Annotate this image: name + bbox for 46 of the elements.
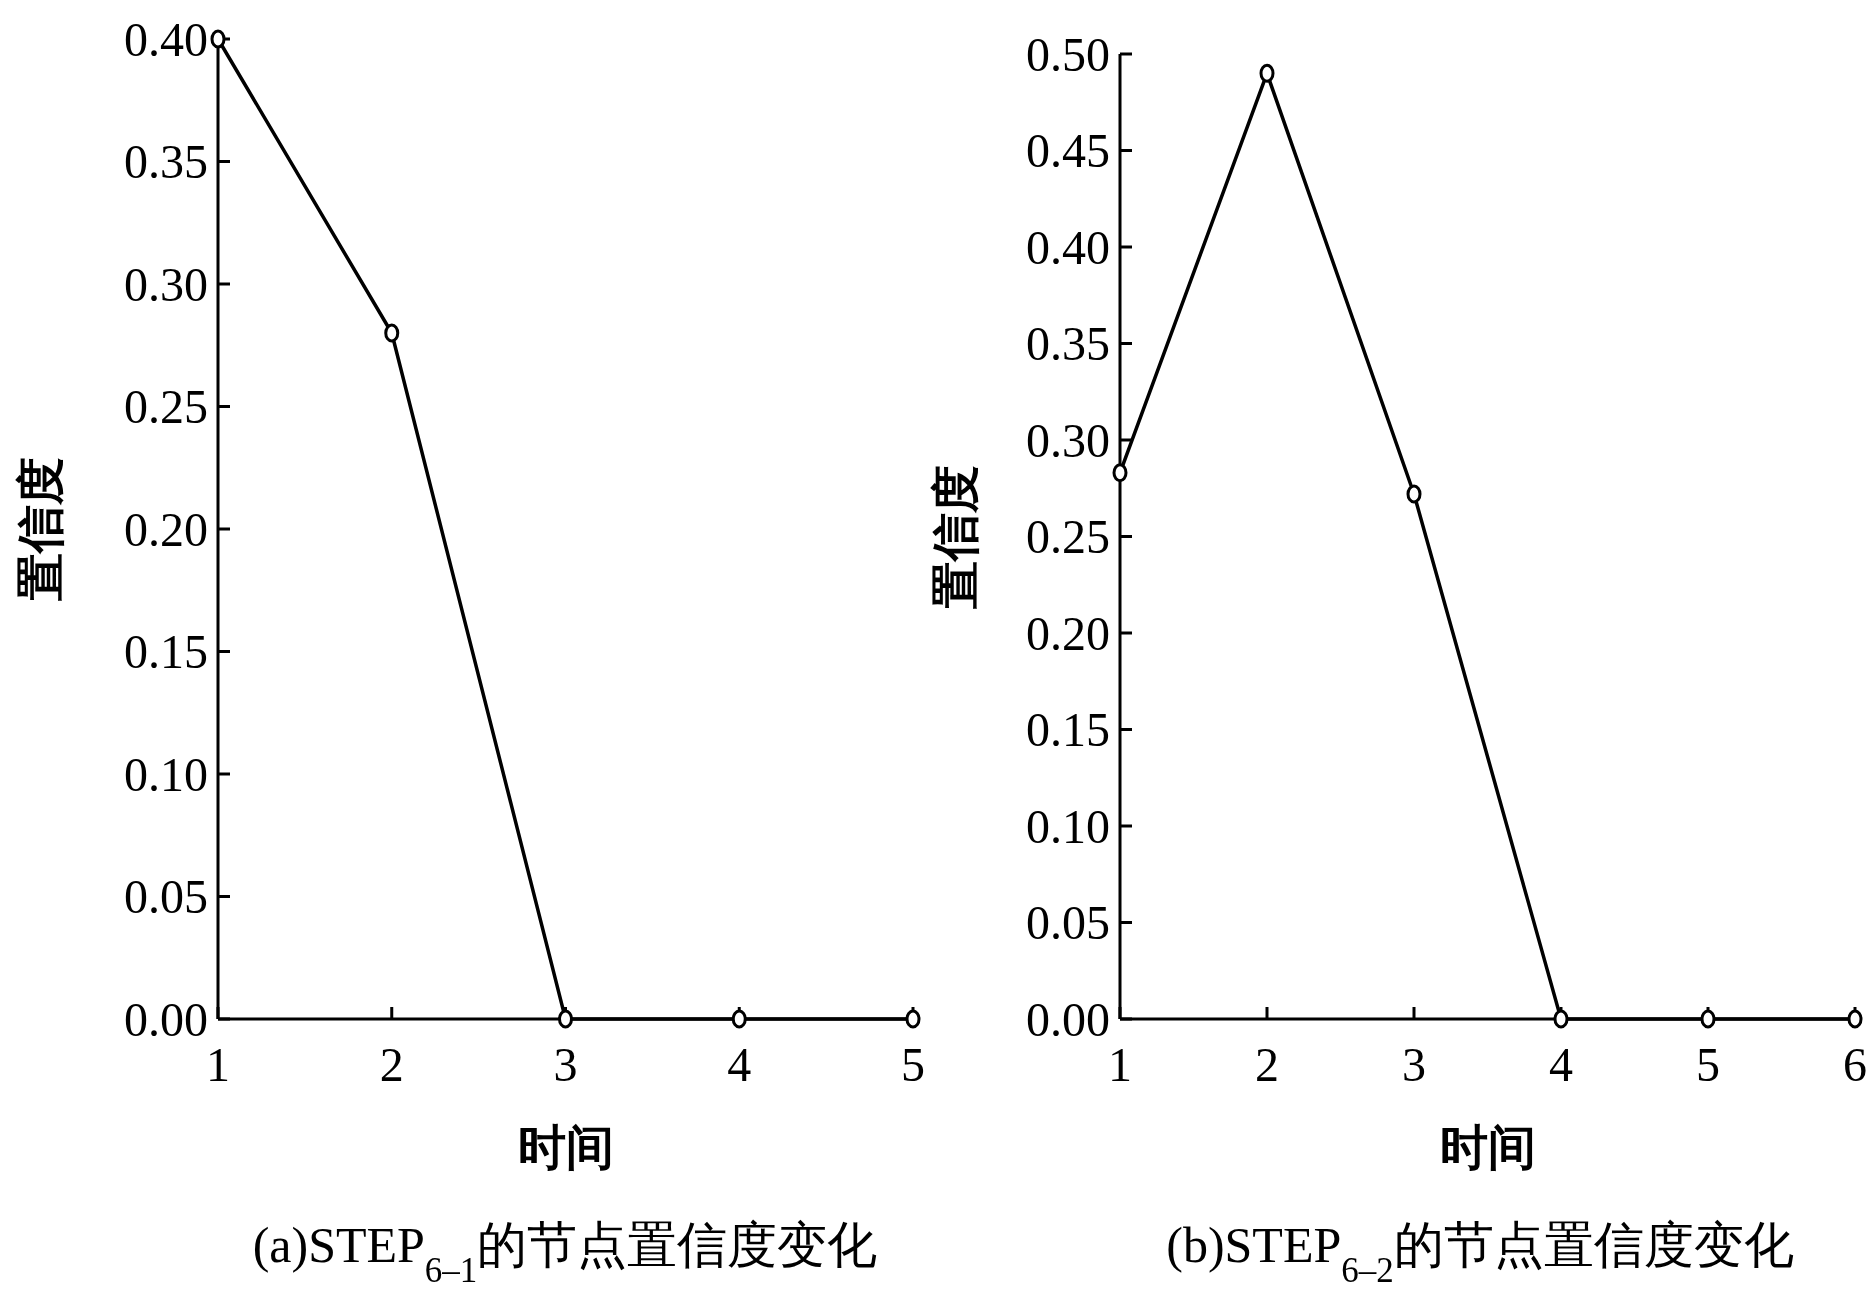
x-tick-label: 3 xyxy=(553,1038,578,1091)
y-tick-label: 0.20 xyxy=(124,502,208,556)
y-tick-label: 0.45 xyxy=(1026,124,1110,177)
text: (b)STEP$_{6–2}$的节点置信度变化 xyxy=(1166,1217,1794,1290)
y-axis-title: 置信度 xyxy=(13,457,67,601)
y-tick-label: 0.00 xyxy=(124,992,208,1046)
y-tick-label: 0.25 xyxy=(1026,510,1110,563)
y-tick-label: 0.05 xyxy=(1026,896,1110,949)
y-tick-label: 0.30 xyxy=(1026,413,1110,467)
point xyxy=(558,1009,573,1029)
y-tick-label: 0.15 xyxy=(124,625,208,678)
y-tick-label: 0.10 xyxy=(124,747,208,801)
y-tick-label: 0.35 xyxy=(1026,317,1110,370)
x-tick-label: 4 xyxy=(1549,1038,1573,1091)
y-tick-label: 0.05 xyxy=(124,870,208,923)
x-axis-title: 时间 xyxy=(517,1121,614,1174)
y-tick-label: 0.00 xyxy=(1026,992,1110,1046)
y-tick-label: 0.30 xyxy=(124,257,208,311)
y-tick-label: 0.40 xyxy=(124,12,208,66)
x-tick-label: 1 xyxy=(206,1038,230,1091)
point xyxy=(384,323,400,343)
y-tick-label: 0.20 xyxy=(1026,606,1110,660)
point xyxy=(1112,463,1128,483)
y-tick-label: 0.10 xyxy=(1026,799,1110,853)
x-tick-label: 4 xyxy=(727,1038,752,1091)
x-tick-label: 3 xyxy=(1402,1038,1426,1091)
text: (a)STEP$_{6–1}$的节点置信度变化 xyxy=(252,1217,878,1290)
point xyxy=(1553,1009,1569,1029)
point xyxy=(731,1009,747,1029)
y-axis-title: 置信度 xyxy=(928,464,982,609)
y-tick-label: 0.40 xyxy=(1026,220,1110,274)
y-tick-label: 0.15 xyxy=(1026,703,1110,756)
point xyxy=(1259,63,1275,83)
x-tick-label: 5 xyxy=(1696,1038,1720,1091)
x-tick-label: 5 xyxy=(901,1038,925,1091)
x-axis-title: 时间 xyxy=(1439,1121,1536,1174)
x-tick-label: 1 xyxy=(1108,1038,1132,1091)
point xyxy=(210,29,226,49)
x-tick-label: 6 xyxy=(1843,1038,1867,1091)
y-tick-label: 0.35 xyxy=(124,135,208,188)
y-tick-label: 0.50 xyxy=(1026,27,1110,81)
x-tick-label: 2 xyxy=(379,1038,404,1091)
point xyxy=(1700,1009,1716,1029)
x-tick-label: 2 xyxy=(1255,1038,1279,1091)
point xyxy=(1406,484,1422,504)
y-tick-label: 0.25 xyxy=(124,380,208,433)
